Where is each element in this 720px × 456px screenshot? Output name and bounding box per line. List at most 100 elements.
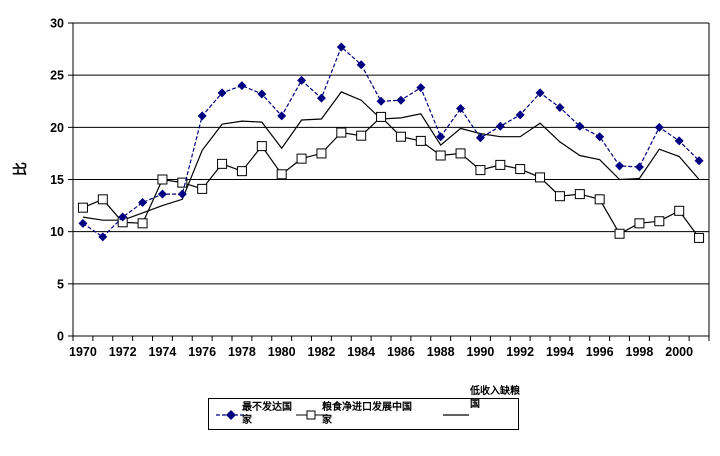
- data-point-diamond: [257, 89, 267, 99]
- data-point-diamond: [297, 75, 307, 85]
- data-point-diamond: [475, 133, 485, 143]
- data-point-diamond: [515, 110, 525, 120]
- data-point-square: [574, 189, 585, 200]
- y-tick-label: 20: [50, 121, 64, 135]
- data-point-diamond: [78, 218, 88, 228]
- data-point-diamond: [356, 60, 366, 70]
- data-point-diamond: [615, 161, 625, 171]
- data-point-diamond: [237, 81, 247, 91]
- data-point-square: [554, 191, 565, 202]
- data-point-square: [217, 158, 228, 169]
- data-point-square: [236, 166, 247, 177]
- data-point-square: [356, 130, 367, 141]
- data-point-square: [157, 174, 168, 185]
- data-point-square: [77, 202, 88, 213]
- x-tick-label: 2000: [665, 345, 693, 359]
- data-point-diamond: [396, 95, 406, 105]
- data-point-diamond: [277, 111, 287, 121]
- x-tick-label: 1984: [347, 345, 375, 359]
- data-point-diamond: [138, 197, 148, 207]
- x-axis: 1970 1972 1974 1976 1978 1980 1982 1984 1986 1988…: [69, 335, 710, 359]
- data-point-diamond: [654, 122, 664, 132]
- data-point-square: [674, 205, 685, 216]
- legend-label-low-income-food-deficit-countries: 低收入缺粮国: [470, 386, 520, 410]
- data-point-diamond: [217, 88, 227, 98]
- data-point-diamond: [535, 88, 545, 98]
- data-point-square: [376, 111, 387, 122]
- data-point-square: [455, 148, 466, 159]
- data-point-diamond: [197, 111, 207, 121]
- data-point-square: [197, 183, 208, 194]
- y-tick-label: 10: [50, 225, 64, 239]
- data-point-square: [336, 127, 347, 138]
- data-point-square: [395, 131, 406, 142]
- series-line: [82, 91, 700, 221]
- x-tick-label: 1990: [467, 345, 495, 359]
- data-point-square: [256, 141, 267, 152]
- data-point-diamond: [157, 189, 167, 199]
- data-point-square: [177, 177, 188, 188]
- y-tick-label: 30: [50, 17, 64, 31]
- data-point-square: [435, 150, 446, 161]
- series-line: [82, 45, 700, 238]
- data-point-diamond: [376, 96, 386, 106]
- data-point-diamond: [336, 42, 346, 52]
- x-tick-label: 1992: [506, 345, 534, 359]
- x-tick-label: 1988: [427, 345, 455, 359]
- x-tick-label: 1996: [586, 345, 614, 359]
- x-tick-label: 1998: [626, 345, 654, 359]
- y-tick-label: 25: [50, 69, 64, 83]
- data-point-diamond: [555, 103, 565, 113]
- x-tick-label: 1994: [546, 345, 574, 359]
- data-point-square: [316, 148, 327, 159]
- data-point-diamond: [495, 121, 505, 131]
- data-point-diamond: [595, 132, 605, 142]
- x-tick-label: 1980: [268, 345, 296, 359]
- y-axis: 0 5 10 15 20 25 30: [50, 17, 74, 344]
- data-point-square: [137, 218, 148, 229]
- data-point-square: [97, 194, 108, 205]
- x-tick-label: 1986: [387, 345, 415, 359]
- x-tick-label: 1970: [69, 345, 97, 359]
- legend-marker-diamond-icon: [216, 408, 246, 420]
- x-tick-label: 1978: [228, 345, 256, 359]
- data-point-square: [654, 216, 665, 227]
- data-point-diamond: [177, 189, 187, 199]
- data-point-square: [495, 159, 506, 170]
- y-axis-title: 比: [12, 162, 28, 176]
- legend-label-net-food-importing-developing-countries: 粮食净进口发展中国家: [322, 402, 412, 426]
- gridlines: [73, 22, 710, 336]
- data-point-square: [594, 194, 605, 205]
- data-point-square: [296, 153, 307, 164]
- series-line: [82, 116, 700, 239]
- data-point-diamond: [674, 136, 684, 146]
- data-point-diamond: [634, 162, 644, 172]
- legend-marker-line-icon: [443, 408, 469, 420]
- legend-label-least-developed-countries: 最不发达国家: [242, 402, 292, 426]
- data-point-square: [276, 169, 287, 180]
- data-point-square: [694, 232, 705, 243]
- y-tick-label: 5: [57, 277, 64, 291]
- data-point-square: [535, 172, 546, 183]
- data-point-diamond: [456, 104, 466, 114]
- legend-marker-square-icon: [296, 408, 326, 420]
- series-1: [77, 111, 705, 243]
- chart-legend: 最不发达国家 粮食净进口发展中国家 低收入缺粮国: [208, 386, 520, 430]
- data-point-diamond: [436, 132, 446, 142]
- data-point-diamond: [316, 93, 326, 103]
- series-2: [82, 91, 700, 221]
- data-point-diamond: [694, 156, 704, 166]
- x-tick-label: 1972: [109, 345, 137, 359]
- data-point-diamond: [575, 121, 585, 131]
- data-point-diamond: [416, 83, 426, 93]
- data-point-diamond: [98, 232, 108, 242]
- y-tick-label: 15: [50, 173, 64, 187]
- data-point-square: [415, 135, 426, 146]
- data-point-square: [634, 218, 645, 229]
- data-point-square: [475, 165, 486, 176]
- data-point-square: [515, 164, 526, 175]
- x-tick-label: 1982: [308, 345, 336, 359]
- x-tick-label: 1974: [149, 345, 177, 359]
